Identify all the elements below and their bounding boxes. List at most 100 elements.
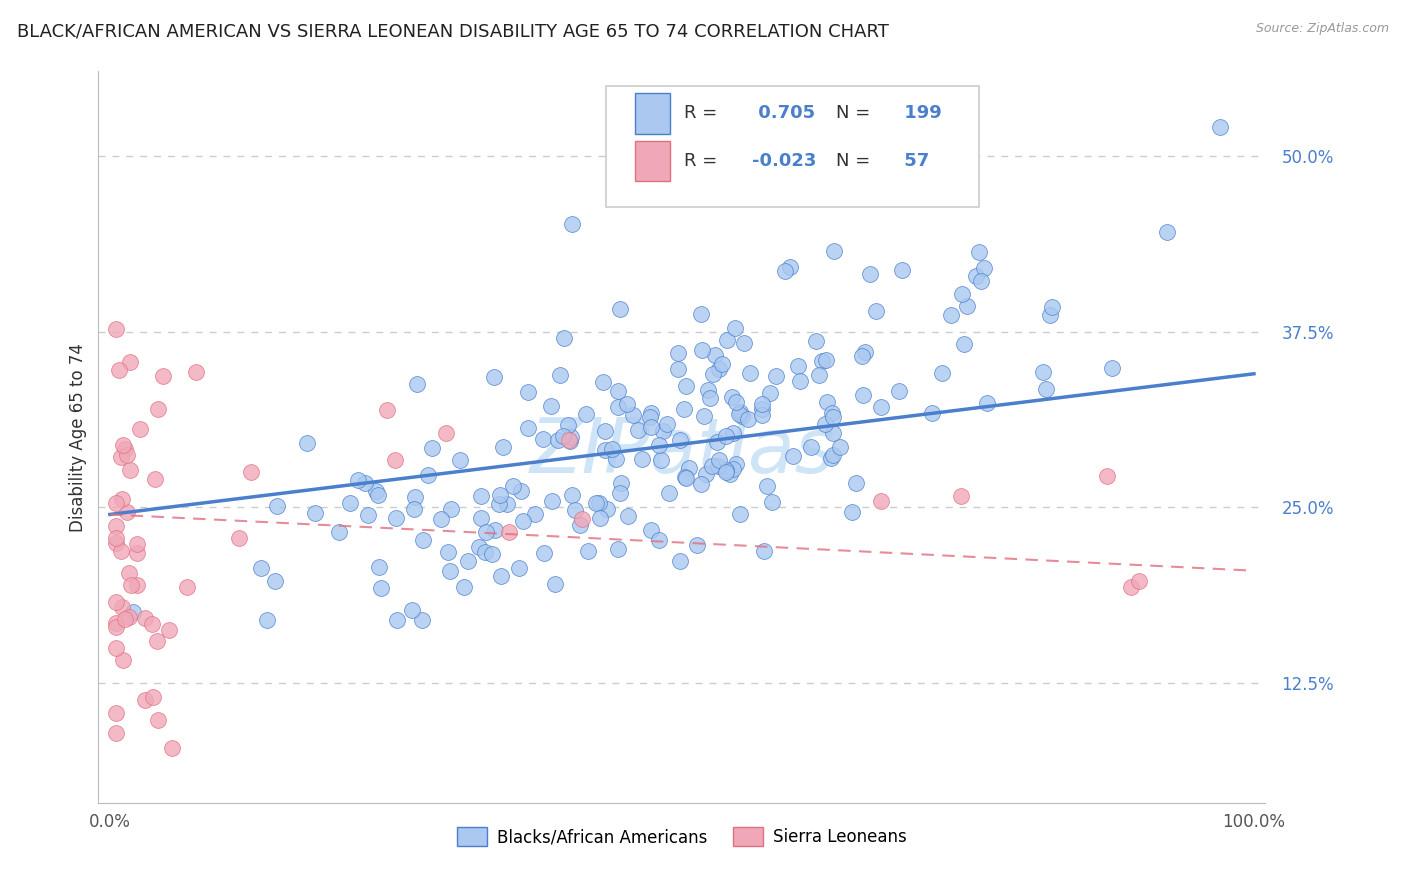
Y-axis label: Disability Age 65 to 74: Disability Age 65 to 74 (69, 343, 87, 532)
Point (702, 458, 724, 473)
Point (675, 379, 697, 393)
Text: N =: N = (837, 104, 876, 122)
Point (699, 392, 721, 406)
Point (440, 502, 463, 516)
Point (689, 477, 711, 491)
Point (673, 470, 696, 484)
Point (540, 493, 562, 508)
Point (110, 544, 132, 558)
Point (731, 409, 754, 423)
Point (759, 385, 782, 400)
Point (589, 511, 612, 525)
Point (561, 488, 583, 502)
Point (547, 433, 569, 447)
Point (595, 502, 617, 516)
Point (859, 267, 882, 281)
Point (105, 518, 128, 533)
Point (678, 460, 700, 475)
Point (143, 472, 166, 486)
Point (669, 434, 692, 448)
Point (557, 417, 579, 432)
Point (457, 553, 479, 567)
Point (593, 424, 616, 438)
Point (576, 543, 599, 558)
Point (160, 741, 183, 756)
Point (737, 412, 759, 426)
Point (118, 566, 141, 581)
Point (779, 260, 801, 274)
Point (650, 453, 672, 467)
Point (134, 693, 156, 707)
Point (118, 463, 141, 477)
Point (706, 434, 728, 449)
Text: BLACK/AFRICAN AMERICAN VS SIERRA LEONEAN DISABILITY AGE 65 TO 74 CORRELATION CHA: BLACK/AFRICAN AMERICAN VS SIERRA LEONEAN… (17, 22, 889, 40)
Point (820, 405, 842, 419)
Point (950, 286, 973, 301)
Point (756, 479, 779, 493)
Point (815, 394, 838, 409)
Point (560, 434, 582, 448)
Point (970, 274, 993, 288)
Point (690, 307, 713, 321)
Point (941, 308, 963, 322)
Point (727, 407, 749, 421)
Point (406, 376, 429, 391)
Point (627, 423, 650, 437)
Point (631, 452, 654, 467)
Point (666, 362, 689, 376)
Point (550, 368, 572, 382)
FancyBboxPatch shape (636, 141, 671, 181)
Point (718, 467, 741, 481)
Point (416, 468, 439, 483)
Point (250, 560, 273, 574)
Point (176, 580, 198, 594)
Point (492, 441, 515, 455)
Point (412, 533, 434, 547)
Point (823, 426, 845, 441)
Point (404, 501, 426, 516)
Point (114, 442, 136, 456)
Point (1095, 469, 1118, 483)
Point (264, 574, 287, 588)
Point (533, 432, 555, 446)
Text: R =: R = (685, 104, 723, 122)
Point (509, 484, 531, 499)
Point (721, 425, 744, 440)
Point (328, 524, 350, 539)
Point (702, 367, 724, 381)
Point (517, 421, 540, 435)
Point (640, 406, 662, 420)
Point (439, 564, 461, 578)
Point (690, 343, 713, 357)
Point (533, 546, 555, 560)
Point (647, 533, 669, 547)
Point (721, 390, 744, 404)
Point (830, 440, 852, 454)
Point (146, 713, 169, 727)
Point (112, 438, 135, 452)
Point (765, 368, 787, 383)
Point (468, 541, 491, 555)
Point (723, 461, 745, 475)
Point (239, 465, 262, 479)
Point (1156, 225, 1178, 239)
Point (228, 531, 250, 545)
Point (489, 488, 512, 502)
Point (931, 366, 953, 380)
Point (384, 453, 406, 467)
Point (716, 463, 738, 477)
Point (815, 352, 838, 367)
Point (304, 506, 326, 520)
Point (814, 417, 837, 432)
Point (724, 458, 747, 472)
Point (675, 471, 697, 485)
Point (508, 561, 530, 575)
Point (704, 348, 727, 362)
Point (474, 544, 496, 558)
Point (569, 518, 592, 533)
Point (1101, 361, 1123, 376)
Point (640, 523, 662, 537)
Point (104, 322, 127, 336)
Point (607, 541, 630, 556)
Point (420, 441, 443, 455)
